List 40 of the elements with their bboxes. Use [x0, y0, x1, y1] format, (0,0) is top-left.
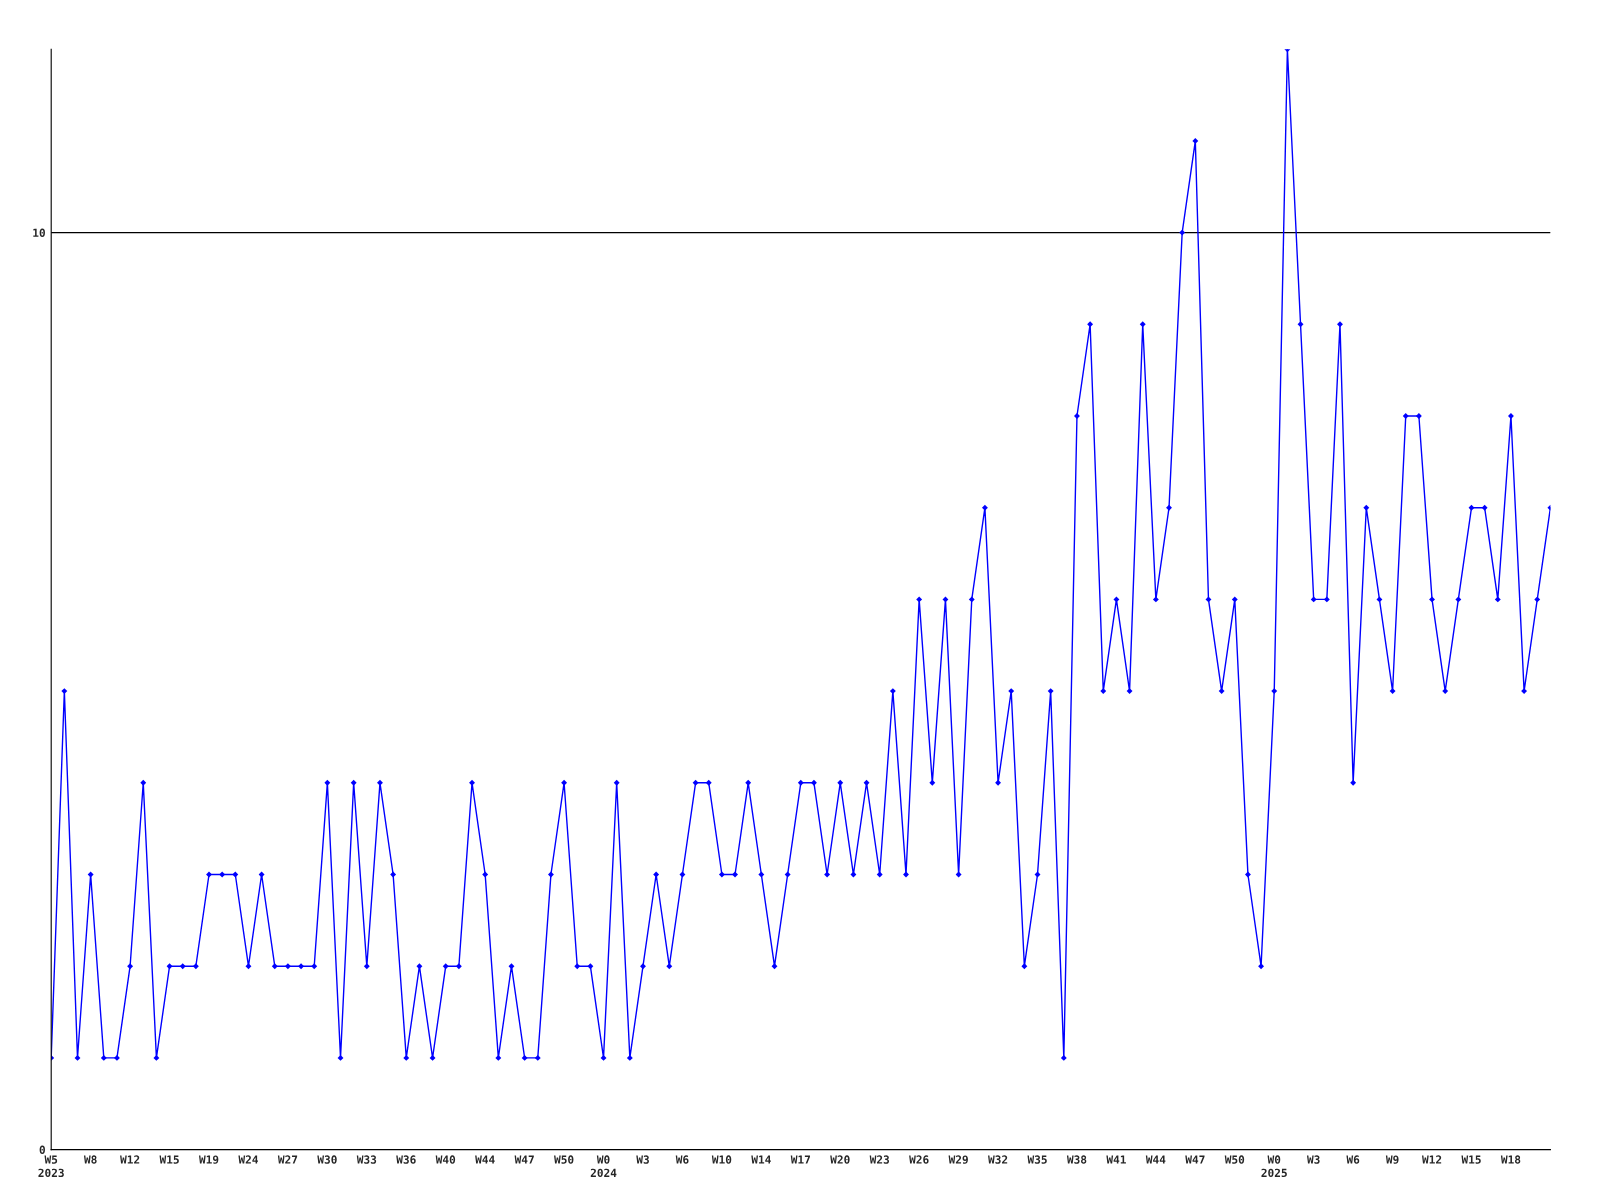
x-tick-label: W40	[435, 1155, 456, 1164]
x-tick-label: W14	[751, 1155, 771, 1164]
x-tick-label: W18	[1500, 1155, 1521, 1164]
x-tick-label: W30	[317, 1155, 337, 1164]
x-tick-label: W32	[988, 1155, 1008, 1164]
x-tick-label: W20	[830, 1155, 850, 1164]
x-tick-label: W27	[277, 1155, 298, 1164]
x-tick-label: W41	[1106, 1155, 1126, 1164]
x-tick-label: W24	[238, 1155, 258, 1164]
x-tick-label: W38	[1066, 1155, 1087, 1164]
x-tick-label: W50	[554, 1155, 574, 1164]
x-tick-label: W5 2023	[38, 1155, 64, 1178]
y-tick-label: 0	[39, 1145, 45, 1154]
x-tick-label: W8	[83, 1155, 97, 1164]
x-tick-label: W0 2024	[590, 1155, 617, 1178]
x-tick-label: W50	[1224, 1155, 1245, 1164]
x-tick-label: W44	[475, 1155, 495, 1164]
x-tick-label: W0 2025	[1261, 1155, 1287, 1178]
x-tick-label: W15	[159, 1155, 179, 1164]
x-tick-label: W6	[1346, 1155, 1360, 1164]
x-tick-label: W19	[198, 1155, 219, 1164]
x-tick-label: W33	[356, 1155, 377, 1164]
x-tick-label: W12	[120, 1155, 140, 1164]
x-tick-label: W10	[711, 1155, 732, 1164]
x-tick-label: W36	[396, 1155, 416, 1164]
x-tick-label: W29	[948, 1155, 968, 1164]
x-tick-label: W3	[1306, 1155, 1320, 1164]
x-tick-label: W26	[909, 1155, 929, 1164]
x-tick-label: W3	[636, 1155, 649, 1164]
x-tick-label: W47	[1185, 1155, 1205, 1164]
x-tick-label: W17	[790, 1155, 810, 1164]
x-tick-label: W47	[514, 1155, 534, 1164]
x-tick-label: W23	[869, 1155, 890, 1164]
x-tick-label: W35	[1027, 1155, 1047, 1164]
x-tick-label: W15	[1461, 1155, 1481, 1164]
x-tick-label: W44	[1145, 1155, 1166, 1164]
x-tick-label: W9	[1385, 1155, 1399, 1164]
x-tick-label: W6	[675, 1155, 689, 1164]
y-tick-label: 10	[33, 228, 45, 237]
x-tick-label: W12	[1422, 1155, 1442, 1164]
